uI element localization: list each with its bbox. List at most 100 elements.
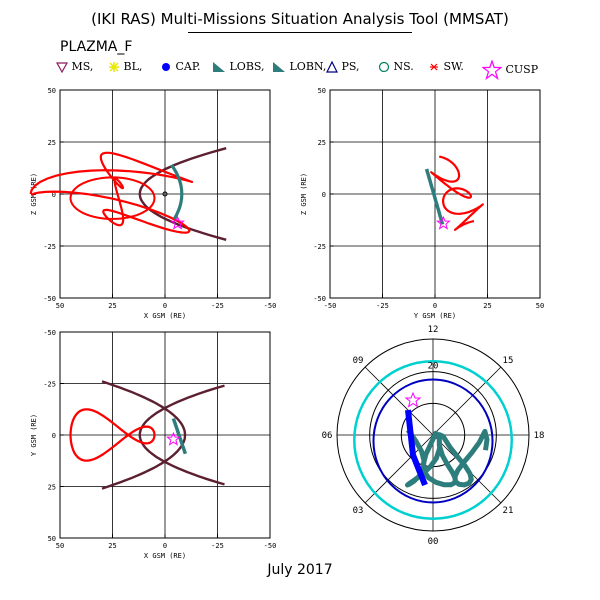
orbit-trace xyxy=(430,155,484,231)
legend-item-bl: BL, xyxy=(108,60,142,73)
plot-frame xyxy=(59,331,271,539)
y-tick-label: 50 xyxy=(318,87,326,95)
x-tick-label: -50 xyxy=(324,302,337,310)
asterisk-small-icon xyxy=(430,63,438,71)
orbit-trace xyxy=(69,176,156,220)
polar-outer-ring xyxy=(336,338,530,532)
date-footer: July 2017 xyxy=(267,562,333,578)
magnetopause-curve xyxy=(138,147,227,241)
x-axis-label: X GSM (RE) xyxy=(144,312,186,320)
polar-spoke xyxy=(364,434,434,504)
filled-triangle-icon xyxy=(273,62,285,72)
polar-mid-ring xyxy=(369,371,497,499)
y-tick-label: -50 xyxy=(43,295,56,303)
panel-4-polar: 12 09 06 03 00 21 18 15 20 xyxy=(322,325,545,547)
lobe-trace xyxy=(171,417,188,455)
y-axis-label: Y GSM (RE) xyxy=(30,414,38,456)
y-tick-label: 25 xyxy=(48,139,56,147)
cusp-marker xyxy=(436,215,451,230)
legend-label: BL, xyxy=(123,60,143,73)
triangle-down-icon xyxy=(55,62,69,74)
polar-spoke xyxy=(364,366,434,436)
x-tick-label: -50 xyxy=(264,542,277,550)
earth-marker xyxy=(162,191,168,197)
panel-1-traces xyxy=(29,147,227,241)
panel-3-traces xyxy=(69,380,225,490)
polar-angle-label: 12 xyxy=(428,325,439,335)
legend-label: CAP. xyxy=(175,60,201,73)
y-tick-label: -25 xyxy=(43,243,56,251)
polar-angle-label: 15 xyxy=(503,356,514,366)
x-tick-label: -25 xyxy=(211,302,224,310)
polar-inner-ring xyxy=(400,402,466,468)
title-underline xyxy=(188,32,412,33)
bow-shock-curve xyxy=(101,380,187,490)
polar-spoke xyxy=(432,366,502,436)
legend-label: LOBN, xyxy=(289,60,327,73)
x-tick-label: 0 xyxy=(163,542,167,550)
filled-triangle-icon xyxy=(213,62,225,72)
x-tick-label: 25 xyxy=(108,542,116,550)
polar-radius-label: 20 xyxy=(428,362,439,372)
legend-item-ps: PS, xyxy=(326,60,360,73)
x-tick-label: 25 xyxy=(108,302,116,310)
triangle-up-icon xyxy=(326,60,338,73)
inner-boundary-ring xyxy=(372,378,494,504)
panel-2: -50 -25 0 25 50 50 25 0 -25 -50 Y GSM (RE) Z GSM (R… xyxy=(300,87,544,320)
legend-item-cap: CAP. xyxy=(160,60,201,73)
x-tick-label: 50 xyxy=(56,302,64,310)
orbit-trace xyxy=(29,151,194,234)
legend-label: LOBS, xyxy=(229,60,265,73)
legend-item-lobs: LOBS, xyxy=(212,60,265,73)
legend-item-cusp: CUSP xyxy=(481,59,539,81)
x-tick-label: -50 xyxy=(264,302,277,310)
x-axis-label: X GSM (RE) xyxy=(144,552,186,560)
legend-label: CUSP xyxy=(505,63,539,76)
circle-outline-icon xyxy=(378,61,390,73)
x-tick-label: 25 xyxy=(483,302,491,310)
legend-label: NS. xyxy=(393,60,414,73)
star-outline-icon xyxy=(481,59,503,81)
y-tick-label: 0 xyxy=(52,191,56,199)
orbit-trace xyxy=(69,408,156,462)
x-tick-label: 0 xyxy=(163,302,167,310)
cap-trace xyxy=(405,409,428,487)
polar-spoke xyxy=(432,434,502,504)
plot-frame xyxy=(59,89,271,299)
y-tick-label: -50 xyxy=(313,295,326,303)
lobe-trace xyxy=(405,428,490,488)
panel-2-traces xyxy=(424,155,484,231)
polar-angle-label: 21 xyxy=(503,506,514,516)
page-title: (IKI RAS) Multi-Missions Situation Analy… xyxy=(91,10,509,28)
filled-circle-icon xyxy=(162,63,170,71)
y-tick-label: 0 xyxy=(52,432,56,440)
plot-frame xyxy=(329,89,541,299)
x-tick-label: -25 xyxy=(211,542,224,550)
y-tick-label: 25 xyxy=(48,484,56,492)
x-tick-label: 50 xyxy=(56,542,64,550)
polar-angle-label: 00 xyxy=(428,537,439,547)
x-tick-label: 50 xyxy=(536,302,544,310)
outer-boundary-ring xyxy=(353,360,513,520)
y-tick-label: -25 xyxy=(43,381,56,389)
polar-angle-label: 03 xyxy=(353,506,364,516)
asterisk-icon xyxy=(109,62,119,72)
polar-angle-label: 06 xyxy=(322,431,333,441)
y-tick-label: -25 xyxy=(313,243,326,251)
polar-angle-label: 18 xyxy=(534,431,545,441)
y-axis-label: Z GSM (RE) xyxy=(30,173,38,215)
y-tick-label: -50 xyxy=(43,329,56,337)
cusp-marker xyxy=(170,215,185,230)
x-tick-label: 0 xyxy=(433,302,437,310)
magnetopause-curve xyxy=(138,384,225,486)
legend-item-lobn: LOBN, xyxy=(272,60,326,73)
legend-item-ns: NS. xyxy=(378,60,414,73)
cusp-marker xyxy=(166,431,181,446)
legend-item-ms: MS, xyxy=(55,60,94,74)
legend-label: SW. xyxy=(443,60,464,73)
lobe-trace xyxy=(424,168,445,225)
legend-label: PS, xyxy=(341,60,360,73)
y-tick-label: 50 xyxy=(48,87,56,95)
legend-label: MS, xyxy=(71,60,94,73)
